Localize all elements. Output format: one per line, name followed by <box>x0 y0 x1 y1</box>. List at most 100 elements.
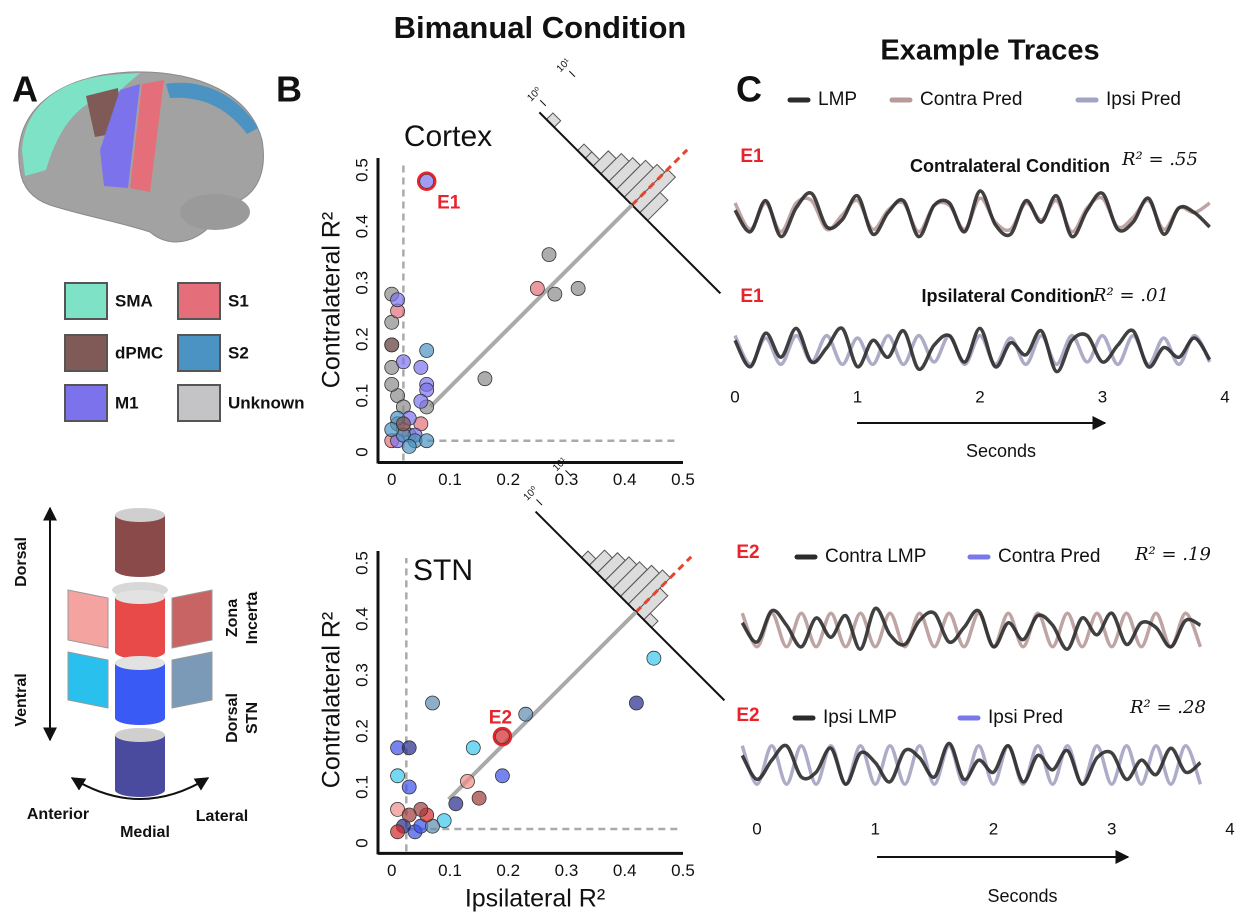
r2-label: R² = .28 <box>1129 697 1206 718</box>
trace-line <box>740 741 1202 786</box>
x-tick-label: 0.4 <box>613 861 637 880</box>
cylinder <box>115 735 165 790</box>
y-axis-label: Contralateral R² <box>318 612 346 788</box>
identity-extension <box>630 148 689 207</box>
panel-shape <box>67 651 109 709</box>
cylinder <box>115 663 165 718</box>
r2-label: R² = .01 <box>1092 285 1169 306</box>
x-tick-label: 0 <box>730 387 739 406</box>
cylinder <box>115 597 165 652</box>
y-tick-label: 0.4 <box>352 607 371 631</box>
y-tick-label: 0.3 <box>352 271 371 295</box>
x-axis-label: Seconds <box>966 441 1036 461</box>
legend-label: Ipsi LMP <box>823 707 897 728</box>
region-s2 <box>166 82 258 134</box>
data-point <box>419 173 435 189</box>
cylinder <box>115 645 165 659</box>
y-tick-label: 0.4 <box>352 215 371 239</box>
legend-label: Contra LMP <box>825 546 926 567</box>
data-point <box>448 796 464 812</box>
x-tick-label: 2 <box>975 387 984 406</box>
data-point <box>390 768 405 784</box>
x-tick-label: 4 <box>1225 819 1234 838</box>
data-point <box>401 779 417 795</box>
legend-swatch <box>177 334 221 372</box>
y-tick-label: 0.1 <box>352 384 371 408</box>
data-point <box>471 790 487 806</box>
condition-title: Ipsilateral Condition <box>921 286 1094 306</box>
data-point <box>390 292 405 308</box>
histogram-scale-tick <box>539 99 547 107</box>
histogram-scale-tick <box>536 499 543 506</box>
x-tick-label: 0.5 <box>671 861 695 880</box>
y-tick-label: 0.1 <box>352 775 371 799</box>
histogram-bar <box>545 112 562 128</box>
axis-label: Lateral <box>196 808 248 825</box>
y-axis-label: Contralateral R² <box>318 212 346 388</box>
r2-label: R² = .19 <box>1134 544 1211 565</box>
histogram-scale-tick <box>565 469 572 477</box>
axis-label: Ventral <box>13 673 30 726</box>
arrow <box>70 777 210 800</box>
highlight-ring <box>416 171 437 192</box>
example-tag: E1 <box>740 146 764 167</box>
data-point <box>495 729 510 744</box>
data-point <box>413 360 429 375</box>
data-point <box>395 416 411 432</box>
example-tag: E2 <box>736 542 759 563</box>
data-point <box>541 247 557 263</box>
legend-swatch <box>177 384 221 422</box>
cylinder <box>115 656 165 670</box>
trace-line <box>740 744 1203 786</box>
x-tick-label: 0.4 <box>613 470 637 489</box>
panel-shape <box>171 589 213 649</box>
data-point <box>529 281 545 296</box>
legend-label: S1 <box>228 291 249 310</box>
data-point <box>384 376 400 392</box>
data-point <box>419 433 435 449</box>
panel-shape <box>171 651 213 709</box>
trace-line <box>733 189 1211 239</box>
region-sma <box>22 73 140 176</box>
legend-label: Ipsi Pred <box>1106 89 1181 110</box>
cylinder <box>115 728 165 742</box>
example-tag: E2 <box>736 705 759 726</box>
data-point <box>477 371 493 387</box>
cylinder <box>115 783 165 797</box>
x-tick-label: 4 <box>1220 387 1229 406</box>
legend-label: dPMC <box>115 343 163 362</box>
data-point <box>547 286 563 302</box>
identity-extension <box>634 555 693 614</box>
cerebellum <box>180 194 250 230</box>
data-point <box>465 740 481 756</box>
x-tick-label: 1 <box>853 387 862 406</box>
x-tick-label: 0.3 <box>555 861 579 880</box>
data-point <box>628 695 644 711</box>
data-point <box>425 695 440 711</box>
data-point <box>401 807 417 823</box>
legend-label: SMA <box>115 291 153 310</box>
data-point <box>401 438 417 454</box>
legend-swatch <box>177 282 221 320</box>
x-tick-label: 0.2 <box>496 861 520 880</box>
x-tick-label: 0.3 <box>555 470 579 489</box>
identity-line <box>429 203 634 408</box>
data-point <box>384 337 400 353</box>
trace-line <box>740 606 1202 651</box>
chart-title: Cortex <box>404 120 492 153</box>
legend-swatch <box>64 384 108 422</box>
panel-label: C <box>736 69 762 110</box>
data-point <box>518 706 534 722</box>
y-tick-label: 0.2 <box>352 327 371 351</box>
x-tick-label: 3 <box>1098 387 1107 406</box>
axis-label: Anterior <box>27 806 89 823</box>
cylinder <box>115 590 165 604</box>
y-tick-label: 0.2 <box>352 719 371 743</box>
data-point <box>419 343 435 358</box>
legend-label: Contra Pred <box>920 89 1022 110</box>
x-tick-label: 0 <box>387 470 396 489</box>
highlight-ring <box>492 726 513 747</box>
brain-illustration <box>18 71 264 243</box>
legend-swatch <box>64 282 108 320</box>
